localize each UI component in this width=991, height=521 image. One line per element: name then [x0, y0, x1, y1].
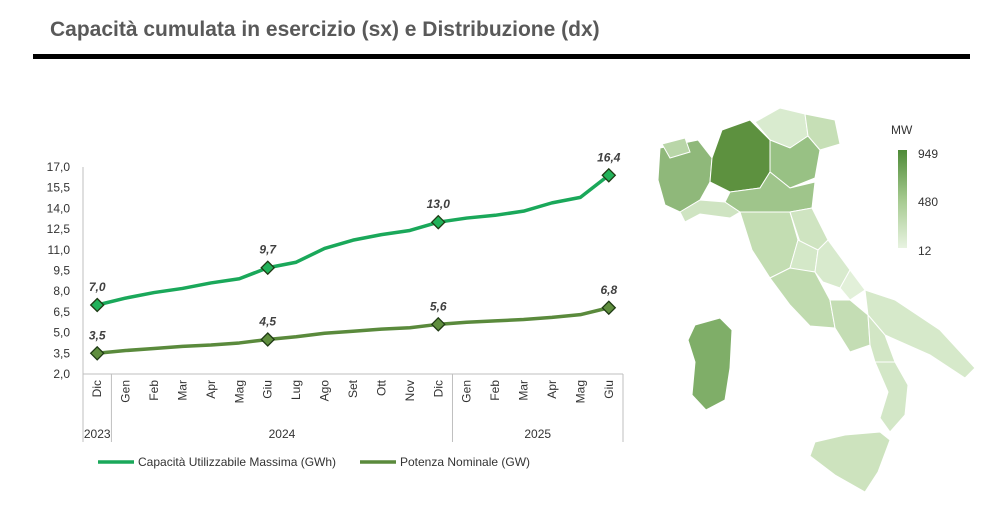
x-tick-label: Apr: [545, 380, 559, 399]
y-tick-label: 12,5: [47, 222, 71, 236]
data-label: 16,4: [597, 150, 621, 164]
italy-map: [657, 107, 976, 493]
y-tick-label: 15,5: [47, 181, 71, 195]
data-label: 4,5: [258, 315, 276, 329]
x-tick-label: Gen: [119, 380, 133, 403]
data-marker: [89, 297, 105, 313]
x-tick-label: Mag: [573, 380, 587, 403]
data-marker: [89, 345, 105, 361]
capacity-line: [96, 173, 610, 307]
region-sardegna: [687, 317, 733, 411]
x-tick-label: Nov: [403, 380, 417, 401]
x-tick-label: Dic: [90, 380, 104, 397]
data-label: 9,7: [259, 243, 277, 257]
data-marker: [601, 300, 617, 316]
data-marker: [430, 214, 446, 230]
y-tick-label: 6,5: [53, 305, 70, 319]
x-axis: Dic Gen Feb Mar Apr Mag Giu Lug Ago Set Ott Nov Dic G…: [82, 373, 624, 442]
region-sicilia: [809, 431, 891, 493]
data-marker: [260, 332, 276, 347]
year-label: 2023: [84, 427, 111, 441]
region-valle-daosta: [661, 137, 691, 159]
legend-label: Potenza Nominale (GW): [400, 455, 530, 469]
line-chart: 2,0 3,5 5,0 6,5 8,0 9,5 11,0 12,5 14,0 15,5 17,0 D…: [47, 150, 624, 469]
region-friuli: [804, 113, 841, 151]
x-tick-label: Feb: [147, 380, 161, 401]
power-line: [97, 306, 610, 356]
legend-label: Capacità Utilizzabile Massima (GWh): [138, 455, 336, 469]
y-tick-label: 3,5: [53, 346, 70, 360]
scale-gradient-bar: [898, 150, 907, 248]
x-tick-label: Lug: [289, 380, 303, 400]
y-tick-label: 14,0: [47, 201, 71, 215]
data-label: 7,0: [89, 280, 106, 294]
x-tick-label: Ago: [318, 380, 332, 402]
scale-max-label: 949: [918, 147, 938, 161]
legend: Capacità Utilizzabile Massima (GWh) Poten…: [98, 455, 530, 469]
data-label: 3,5: [89, 328, 106, 342]
data-label: 6,8: [600, 283, 617, 297]
page-title: Capacità cumulata in esercizio (sx) e Di…: [50, 18, 600, 41]
x-tick-label: Mar: [175, 380, 189, 401]
x-tick-label: Mar: [517, 380, 531, 401]
x-tick-label: Dic: [431, 380, 445, 397]
region-lombardia: [709, 119, 771, 193]
x-tick-label: Gen: [460, 380, 474, 403]
year-label: 2025: [524, 427, 551, 441]
color-scale: MW 949 480 12: [891, 123, 938, 258]
data-marker: [430, 316, 446, 332]
x-tick-label: Feb: [488, 380, 502, 401]
y-tick-label: 5,0: [53, 326, 70, 340]
series-lines: 7,0 9,7 13,0 16,4 3,5 4,5 5,6 6,8: [89, 150, 621, 361]
y-tick-label: 9,5: [53, 264, 70, 278]
year-label: 2024: [269, 427, 296, 441]
x-tick-label: Mag: [232, 380, 246, 403]
x-tick-label: Set: [346, 379, 360, 398]
region-liguria: [679, 199, 741, 223]
scale-unit: MW: [891, 123, 913, 137]
y-tick-label: 2,0: [53, 367, 70, 381]
region-emilia: [724, 171, 816, 213]
scale-min-label: 12: [918, 244, 932, 258]
x-tick-label: Apr: [204, 380, 218, 399]
data-label: 13,0: [427, 197, 451, 211]
x-tick-label: Ott: [374, 379, 388, 396]
y-tick-label: 8,0: [53, 284, 70, 298]
title-underline: [33, 54, 970, 59]
data-marker: [260, 260, 276, 276]
scale-mid-label: 480: [918, 195, 938, 209]
region-campania: [829, 299, 871, 353]
x-tick-label: Giu: [602, 380, 616, 399]
region-calabria: [874, 361, 909, 433]
y-axis: 2,0 3,5 5,0 6,5 8,0 9,5 11,0 12,5 14,0 15,5 17,0: [47, 160, 84, 381]
y-tick-label: 17,0: [47, 160, 71, 174]
x-tick-label: Giu: [261, 380, 275, 399]
data-label: 5,6: [430, 299, 447, 313]
data-marker: [601, 167, 617, 183]
y-tick-label: 11,0: [48, 243, 71, 257]
